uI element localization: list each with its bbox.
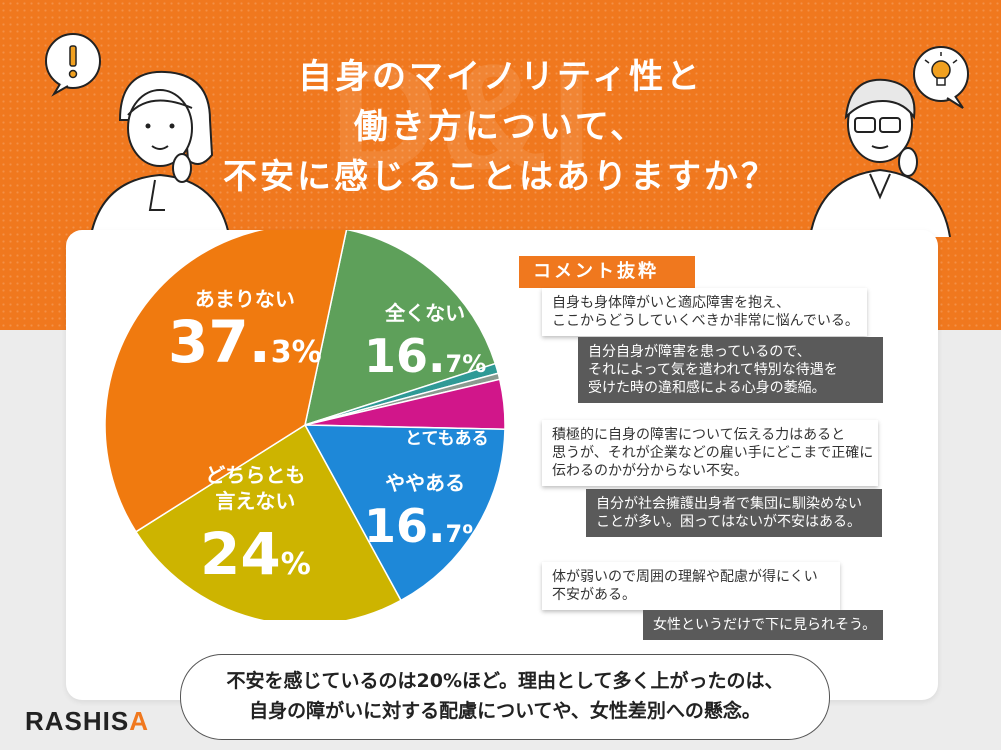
- label-yayaaru: ややある 16.7%: [364, 470, 486, 564]
- title-line-2: 働き方について、: [353, 107, 648, 147]
- label-amarinai: あまりない 37.3%: [168, 286, 322, 383]
- label-dochiratomo-name2: 言えない: [215, 489, 296, 513]
- comment-2-line-2: それによって気を遣われて特別な待遇を: [588, 362, 838, 378]
- title-line-3: 不安に感じることはありますか？: [223, 157, 778, 197]
- exclamation-bubble-icon: [45, 33, 101, 97]
- label-amarinai-name: あまりない: [194, 287, 295, 311]
- summary-box: 不安を感じているのは20%ほど。理由として多く上がったのは、 自身の障がいに対す…: [180, 654, 830, 740]
- comment-3-line-2: 思うが、それが企業などの雇い手にどこまで正確に: [552, 445, 874, 461]
- title-line-1: 自身のマイノリティ性と: [298, 57, 703, 97]
- label-mattakunai: 全くない 16.7%: [364, 300, 486, 394]
- comment-header: コメント抜粋: [519, 256, 695, 288]
- label-mattakunai-pct: %: [462, 350, 487, 378]
- summary-line-2: 自身の障がいに対する配慮についてや、女性差別への懸念。: [249, 700, 761, 722]
- label-mattakunai-dec: 7: [445, 350, 463, 378]
- comment-6: 女性というだけで下に見られそう。: [643, 610, 883, 640]
- comment-1: 自身も身体障がいと適応障害を抱え、 ここからどうしていくべきか非常に悩んでいる。: [542, 288, 867, 336]
- pie-slice-5: [134, 423, 403, 620]
- label-mattakunai-int: 16.: [364, 329, 446, 383]
- comment-4-line-2: ことが多い。困ってはないが不安はある。: [596, 514, 862, 530]
- label-totemoaru: とてもある: [405, 426, 489, 452]
- comment-1-line-1: 自身も身体障がいと適応障害を抱え、: [552, 295, 790, 311]
- comment-1-line-2: ここからどうしていくべきか非常に悩んでいる。: [552, 313, 859, 329]
- comment-5: 体が弱いので周囲の理解や配慮が得にくい 不安がある。: [542, 562, 840, 610]
- label-mattakunai-name: 全くない: [385, 301, 466, 325]
- comment-2: 自分自身が障害を患っているので、 それによって気を遣われて特別な待遇を 受けた時…: [578, 337, 883, 403]
- label-amarinai-dec: 3: [270, 335, 292, 370]
- label-dochiratomo-int: 24: [200, 520, 281, 588]
- comment-6-line-1: 女性というだけで下に見られそう。: [653, 617, 877, 633]
- comment-5-line-1: 体が弱いので周囲の理解や配慮が得にくい: [552, 569, 818, 585]
- comment-2-line-3: 受けた時の違和感による心身の萎縮。: [588, 380, 826, 396]
- logo-main: RASHIS: [25, 706, 130, 736]
- woman-illustration: [89, 70, 231, 240]
- watermark: D&I: [330, 32, 595, 200]
- page-title: 自身のマイノリティ性と 働き方について、 不安に感じることはありますか？: [0, 52, 1001, 202]
- label-dochiratomo-pct: %: [280, 547, 311, 582]
- comment-4-line-1: 自分が社会擁護出身者で集団に馴染めない: [596, 496, 862, 512]
- pie-slice-4: [303, 424, 506, 602]
- pie-slice-6: [104, 230, 348, 533]
- logo-accent: A: [129, 706, 150, 736]
- comment-2-line-1: 自分自身が障害を患っているので、: [588, 344, 811, 360]
- pie-chart: [104, 230, 506, 620]
- label-yayaaru-dec: 7: [445, 520, 463, 548]
- label-yayaaru-pct: %: [462, 520, 487, 548]
- label-dochiratomo-name1: どちらとも: [205, 463, 306, 487]
- comment-3: 積極的に自身の障害について伝える力はあると 思うが、それが企業などの雇い手にどこ…: [542, 420, 878, 486]
- label-dochiratomo: どちらとも 言えない 24%: [200, 462, 311, 595]
- man-illustration: [809, 78, 951, 237]
- pie-slice-0: [303, 230, 497, 427]
- label-yayaaru-name: ややある: [385, 471, 466, 495]
- label-totemoaru-name: とてもある: [405, 429, 489, 449]
- bulb-bubble-icon: [913, 46, 969, 109]
- summary-line-1: 不安を感じているのは20%ほど。理由として多く上がったのは、: [226, 670, 784, 692]
- label-yayaaru-int: 16.: [364, 499, 446, 553]
- comment-3-line-1: 積極的に自身の障害について伝える力はあると: [552, 427, 846, 443]
- label-amarinai-int: 37.: [168, 308, 271, 376]
- brand-logo: RASHISA: [25, 706, 149, 737]
- comment-4: 自分が社会擁護出身者で集団に馴染めない ことが多い。困ってはないが不安はある。: [586, 489, 882, 537]
- comment-5-line-2: 不安がある。: [552, 587, 636, 603]
- comment-3-line-3: 伝わるのかが分からない不安。: [552, 463, 748, 479]
- label-amarinai-pct: %: [291, 335, 322, 370]
